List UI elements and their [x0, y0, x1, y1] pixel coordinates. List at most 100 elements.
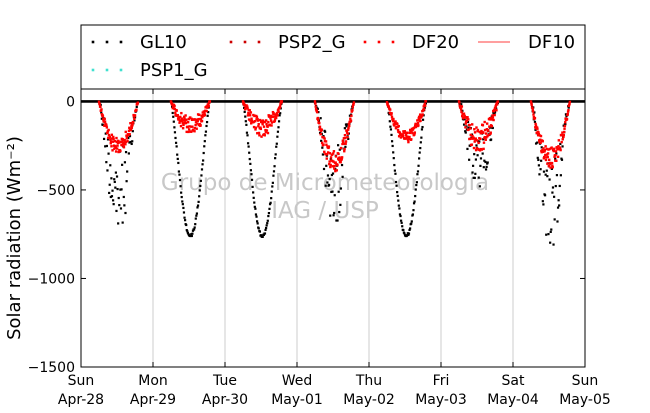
- df20-point: [187, 130, 190, 134]
- gl10-point: [183, 219, 187, 222]
- df20-point: [541, 149, 544, 152]
- gl10-point: [408, 228, 411, 232]
- gl10-point: [552, 243, 555, 246]
- df20-point: [413, 133, 416, 136]
- gl10-point: [202, 151, 205, 155]
- gl10-point: [115, 175, 119, 178]
- df20-point: [171, 106, 174, 110]
- df20-point: [100, 108, 103, 111]
- gl10-point: [482, 138, 485, 141]
- df20-point: [340, 156, 344, 159]
- df20-point: [325, 157, 328, 160]
- df20-point: [196, 119, 199, 122]
- df20-point: [265, 129, 269, 132]
- df20-point: [183, 117, 186, 120]
- df20-point: [254, 126, 258, 129]
- df20-point: [346, 135, 349, 139]
- gl10-point: [556, 206, 560, 209]
- gl10-point: [391, 144, 394, 148]
- df20-point: [408, 128, 412, 132]
- df20-point: [422, 105, 425, 108]
- gl10-point: [104, 132, 107, 135]
- gl10-point: [567, 106, 570, 109]
- df20-point: [541, 140, 544, 143]
- df20-point: [543, 148, 547, 152]
- df20-point: [119, 140, 123, 144]
- gl10-point: [205, 124, 208, 128]
- df20-point: [387, 105, 390, 109]
- df20-point: [543, 150, 546, 153]
- df20-point: [136, 102, 139, 106]
- df20-point: [324, 140, 328, 143]
- gl10-point: [484, 168, 488, 171]
- df20-point: [352, 103, 355, 106]
- gl10-point: [324, 184, 327, 187]
- gl10-point: [463, 118, 466, 121]
- df20-point: [113, 147, 116, 150]
- gl10-point: [542, 203, 545, 206]
- legend-handle-psp1_g: [119, 68, 123, 72]
- gl10-point: [339, 187, 343, 190]
- gl10-point: [125, 180, 128, 183]
- gl10-point: [561, 145, 564, 148]
- gl10-point: [545, 233, 548, 236]
- gl10-point: [185, 223, 188, 227]
- gl10-point: [394, 180, 398, 184]
- gl10-point: [467, 126, 470, 129]
- gl10-point: [474, 172, 477, 175]
- df20-point: [563, 127, 566, 130]
- df20-point: [249, 111, 253, 114]
- df20-point: [187, 128, 191, 131]
- df20-point: [262, 125, 266, 128]
- gl10-point: [343, 127, 346, 130]
- df20-point: [547, 164, 551, 168]
- df20-point: [490, 118, 493, 121]
- gl10-point: [245, 123, 248, 126]
- legend-handle-psp1_g: [105, 68, 109, 72]
- watermark-text: IAG / USP: [271, 198, 379, 224]
- df20-point: [546, 152, 550, 155]
- df20-point: [561, 138, 564, 141]
- legend-box: [80, 24, 586, 90]
- df20-point: [128, 126, 131, 130]
- y-tick-label: 0: [66, 94, 75, 110]
- df20-point: [394, 120, 397, 123]
- df20-point: [278, 105, 282, 108]
- df20-point: [189, 125, 193, 128]
- df20-point: [465, 119, 469, 123]
- df20-point: [531, 108, 534, 112]
- gl10-point: [542, 170, 546, 173]
- gl10-point: [490, 138, 493, 141]
- df20-point: [493, 106, 497, 110]
- gl10-point: [275, 142, 278, 145]
- df20-point: [320, 141, 324, 145]
- df20-point: [325, 143, 328, 146]
- df20-point: [565, 117, 569, 121]
- df20-point: [531, 110, 535, 113]
- gl10-point: [345, 125, 348, 128]
- gl10-point: [205, 120, 209, 124]
- df20-point: [407, 140, 410, 144]
- gl10-point: [326, 181, 329, 184]
- gl10-point: [421, 125, 424, 129]
- df20-point: [241, 100, 245, 103]
- df20-point: [390, 112, 393, 115]
- df20-point: [392, 117, 395, 121]
- df20-point: [110, 145, 113, 148]
- gl10-point: [485, 165, 488, 168]
- df20-point: [334, 155, 338, 158]
- gl10-point: [266, 222, 269, 225]
- df20-point: [124, 130, 127, 134]
- gl10-point: [396, 194, 399, 198]
- df20-point: [101, 113, 104, 117]
- df20-point: [105, 126, 109, 129]
- df20-point: [248, 109, 251, 112]
- gl10-point: [107, 152, 110, 155]
- gl10-point: [106, 138, 110, 141]
- df20-point: [261, 119, 265, 122]
- df20-point: [97, 100, 101, 103]
- df20-point: [186, 125, 189, 129]
- legend-label-gl10: GL10: [140, 32, 187, 53]
- gl10-point: [111, 199, 115, 202]
- df20-point: [128, 133, 131, 136]
